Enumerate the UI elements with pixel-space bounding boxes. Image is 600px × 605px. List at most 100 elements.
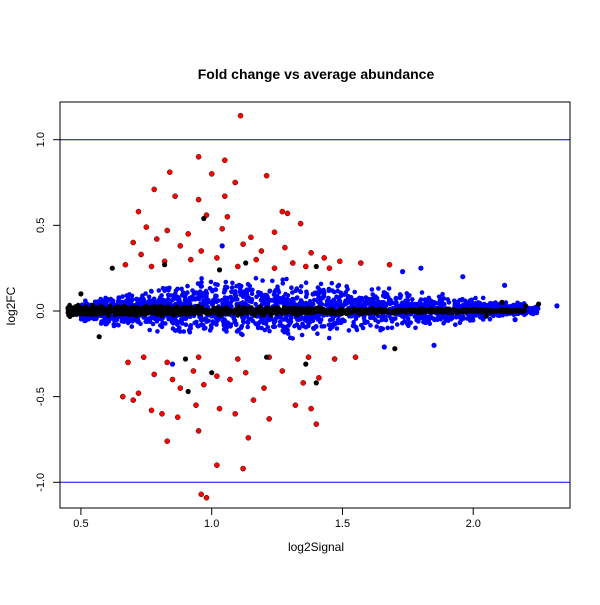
- band-dot: [386, 295, 391, 300]
- band-dot: [283, 324, 288, 330]
- data-point: [221, 157, 228, 163]
- band-dot: [485, 303, 491, 309]
- data-point: [162, 262, 168, 268]
- data-point: [282, 244, 288, 251]
- data-point: [208, 171, 215, 177]
- data-point: [151, 371, 157, 378]
- band-dot: [530, 308, 536, 314]
- band-dot: [316, 315, 321, 321]
- band-dot: [147, 327, 152, 333]
- band-dot: [328, 299, 334, 305]
- band-dot: [166, 306, 171, 311]
- data-point: [130, 397, 136, 403]
- data-point: [120, 393, 126, 400]
- band-dot: [143, 303, 149, 309]
- band-dot: [86, 316, 91, 322]
- band-dot: [385, 325, 391, 331]
- band-dot: [111, 323, 117, 329]
- band-dot: [99, 311, 104, 317]
- band-dot: [311, 326, 317, 332]
- data-point: [357, 260, 364, 266]
- band-dot: [416, 319, 421, 324]
- band-dot: [373, 317, 378, 323]
- band-dot: [175, 322, 180, 328]
- band-dot: [224, 285, 230, 290]
- band-dot: [222, 295, 228, 300]
- band-dot: [213, 287, 218, 292]
- band-dot: [229, 289, 234, 295]
- band-dot: [215, 282, 220, 288]
- band-dot: [490, 309, 496, 315]
- band-dot: [304, 291, 310, 297]
- band-dot: [206, 318, 211, 324]
- band-dot: [423, 320, 429, 325]
- band-dot: [352, 289, 358, 295]
- band-dot: [351, 323, 357, 328]
- band-dot: [405, 294, 411, 299]
- band-dot: [212, 320, 217, 326]
- band-dot: [249, 291, 255, 297]
- band-dot: [344, 308, 349, 313]
- data-point: [271, 265, 278, 272]
- band-dot: [223, 279, 229, 285]
- band-dot: [298, 284, 304, 289]
- band-dot: [244, 293, 250, 298]
- band-dot: [481, 301, 487, 307]
- data-point: [264, 354, 270, 360]
- band-dot: [346, 328, 352, 333]
- band-dot: [135, 309, 140, 314]
- band-dot: [207, 328, 213, 333]
- band-dot: [224, 329, 229, 334]
- band-dot: [69, 311, 75, 317]
- band-dot: [286, 300, 291, 305]
- reference-lines-layer: [60, 139, 570, 483]
- band-dot: [268, 297, 274, 303]
- band-dot: [327, 326, 333, 332]
- data-point: [316, 374, 322, 381]
- series-black: [78, 215, 542, 395]
- band-dot: [183, 316, 189, 322]
- band-dot: [261, 301, 267, 306]
- band-dot: [197, 282, 202, 287]
- band-dot: [280, 277, 286, 283]
- band-dot: [74, 312, 79, 318]
- data-point: [237, 112, 244, 119]
- band-dot: [326, 295, 331, 301]
- band-dot: [197, 310, 202, 316]
- data-point: [143, 224, 150, 230]
- band-dot: [417, 309, 422, 315]
- band-dot: [282, 330, 287, 335]
- band-dot: [125, 295, 131, 300]
- band-dot: [364, 300, 369, 305]
- band-dot: [452, 302, 458, 308]
- band-dot: [229, 285, 235, 290]
- band-dot: [182, 298, 188, 303]
- band-dot: [290, 290, 295, 295]
- band-dot: [224, 322, 229, 327]
- band-dot: [298, 301, 304, 306]
- band-dot: [369, 287, 375, 292]
- band-dot: [98, 321, 104, 326]
- band-dot: [289, 285, 294, 291]
- band-dot: [81, 317, 87, 323]
- data-point: [258, 248, 265, 254]
- band-dot: [259, 325, 264, 331]
- band-dot: [294, 286, 300, 291]
- band-dot: [344, 284, 350, 289]
- band-dot: [465, 316, 470, 321]
- band-dot: [516, 304, 522, 309]
- data-point: [195, 428, 202, 434]
- band-dot: [172, 328, 178, 333]
- band-dot: [275, 307, 281, 312]
- band-dot: [152, 304, 157, 309]
- band-dot: [381, 300, 386, 306]
- data-point: [185, 388, 191, 395]
- band-dot: [162, 288, 167, 294]
- band-dot: [102, 307, 107, 312]
- band-dot: [114, 317, 120, 323]
- band-dot: [511, 308, 516, 314]
- x-tick-label: 0.5: [73, 518, 88, 530]
- band-dot: [92, 310, 97, 316]
- data-point: [234, 356, 241, 362]
- band-dot: [368, 323, 373, 328]
